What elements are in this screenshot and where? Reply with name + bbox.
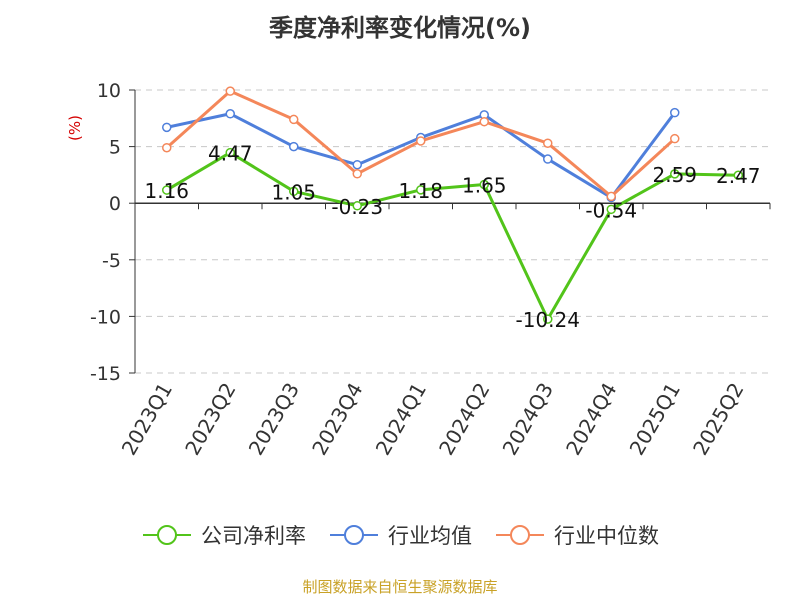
data-point [416,185,426,195]
legend-swatch-marker [157,525,177,545]
data-label: 2.47 [716,164,761,188]
legend-swatch [330,525,378,545]
data-label: 1.05 [271,180,316,204]
data-point [225,147,235,158]
legend-item[interactable]: 行业中位数 [494,520,659,550]
legend-swatch-marker [344,525,364,545]
x-tick-label: 2024Q2 [434,379,494,460]
data-point [543,154,553,164]
x-tick-label: 2023Q3 [244,379,304,460]
legend: 公司净利率 行业均值 行业中位数 [0,520,800,550]
data-point [670,133,680,144]
data-label: -0.54 [585,198,637,222]
data-point [670,107,680,118]
data-point [352,159,362,170]
x-tick-label: 2025Q1 [625,379,685,460]
data-point [289,114,299,125]
data-point [162,142,172,153]
legend-label: 公司净利率 [201,524,306,548]
data-point [606,204,616,215]
y-tick-label: -15 [90,363,121,385]
y-tick-label: 5 [109,137,121,159]
y-tick-label: 0 [109,193,121,215]
data-label: -0.23 [331,195,383,219]
x-tick-label: 2025Q2 [688,379,748,460]
data-label: 1.65 [462,174,507,198]
data-point [352,169,362,179]
legend-label: 行业均值 [388,524,472,548]
y-tick-label: 10 [97,80,121,102]
data-point [543,314,553,324]
y-tick-label: -5 [102,250,121,272]
legend-swatch-marker [510,525,530,545]
legend-item[interactable]: 行业均值 [328,520,472,550]
data-source-note: 制图数据来自恒生聚源数据库 [302,578,498,596]
data-point [670,169,680,179]
data-point [606,191,616,202]
data-point [225,86,235,96]
legend-item[interactable]: 公司净利率 [141,520,306,550]
data-point [733,170,743,180]
legend-label: 行业中位数 [554,524,659,548]
y-axis-label: (%) [66,115,84,141]
x-tick-label: 2023Q1 [117,379,177,460]
data-point [289,141,299,152]
x-tick-label: 2024Q3 [498,379,558,460]
data-label: 4.47 [208,142,253,166]
data-point [162,122,172,133]
legend-swatch [143,525,191,545]
data-point [162,185,172,195]
x-tick-label: 2023Q2 [180,379,240,460]
data-label: -10.24 [516,308,580,332]
data-label: 1.16 [144,179,189,203]
data-point [352,201,362,211]
data-point [479,116,489,127]
data-label-layer: 1.16 4.47 1.05 -0.23 1.18 1.65 -10.24 -0.54 2.59… [144,142,760,333]
legend-swatch [496,525,544,545]
series-line [165,151,739,321]
data-label: 2.59 [652,163,697,187]
chart-title: 季度净利率变化情况(%) [269,14,531,42]
x-tick-label: 2024Q4 [561,379,621,460]
data-point [416,136,426,146]
x-tick-label: 2023Q4 [307,379,367,460]
x-tick-label: 2024Q1 [371,379,431,460]
data-point [543,138,553,148]
data-label: 1.18 [398,179,443,203]
data-point [225,109,235,119]
data-point [289,186,299,197]
series-layer [162,86,743,324]
data-point [479,179,489,190]
y-tick-label: -10 [90,306,121,328]
